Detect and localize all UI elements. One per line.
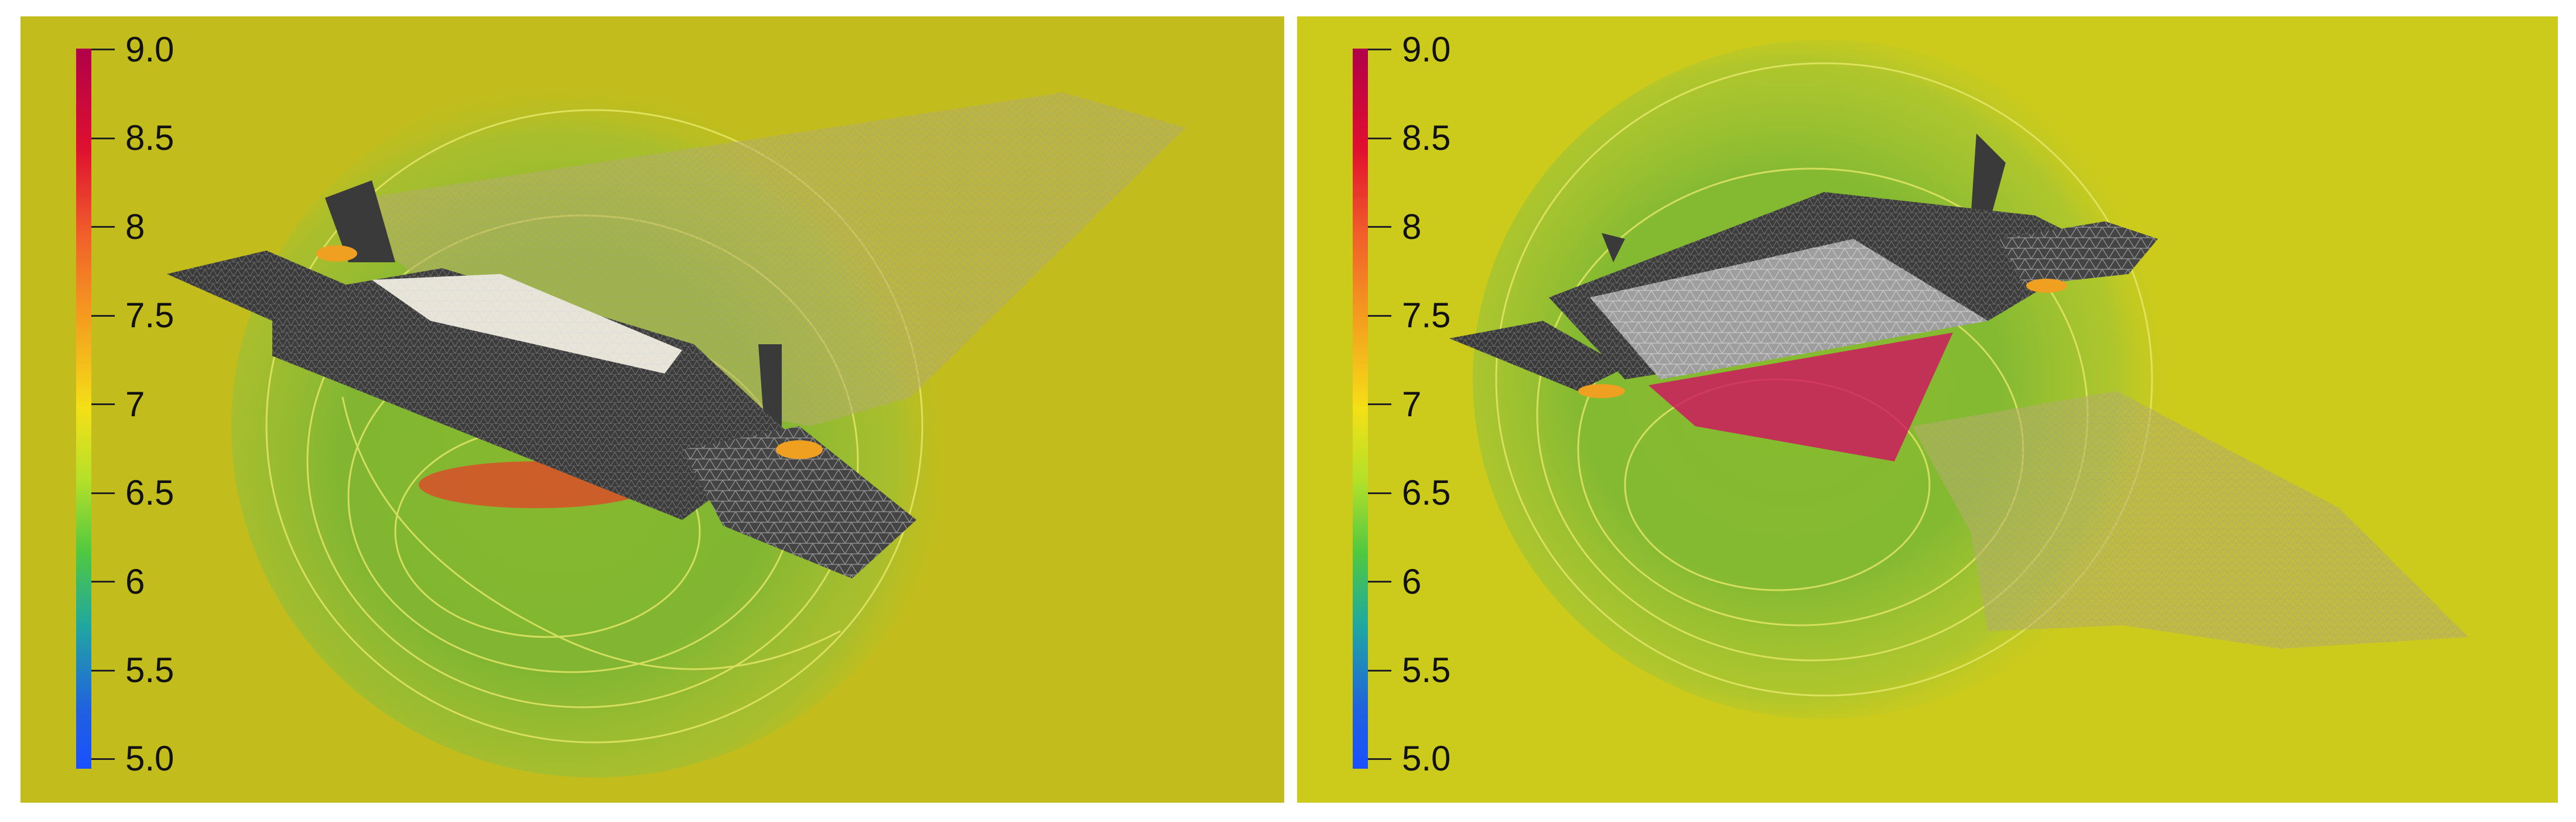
right-hot-region bbox=[1648, 333, 1953, 461]
left-colorbar-gradient bbox=[76, 49, 91, 769]
right-tick-label: 9.0 bbox=[1402, 30, 1451, 69]
right-colorbar-gradient bbox=[1353, 49, 1368, 769]
left-tick-label: 5.0 bbox=[125, 739, 175, 778]
right-tick-label: 8.5 bbox=[1402, 118, 1451, 157]
left-contours bbox=[265, 109, 923, 744]
left-fin-1 bbox=[325, 180, 395, 262]
left-scene bbox=[20, 16, 1284, 803]
right-tick-label: 7 bbox=[1402, 385, 1422, 424]
right-tick-label: 5.0 bbox=[1402, 739, 1451, 778]
left-tick-label: 8.5 bbox=[125, 118, 175, 157]
right-fin-2 bbox=[1602, 233, 1625, 262]
left-tick-label: 8 bbox=[125, 207, 145, 246]
right-scene bbox=[1297, 16, 2558, 803]
right-fin-1 bbox=[1971, 133, 2006, 227]
right-tick-label: 8 bbox=[1402, 207, 1422, 246]
right-colorbar: 9.0 8.5 8 7.5 7 6.5 6 5.5 5.0 bbox=[1353, 32, 1451, 776]
left-visualization-panel: 9.0 8.5 8 7.5 7 6.5 6 5.5 5.0 bbox=[20, 16, 1284, 803]
right-visualization-panel: 9.0 8.5 8 7.5 7 6.5 6 5.5 5.0 bbox=[1297, 16, 2558, 803]
left-tick-label: 6.5 bbox=[125, 473, 175, 512]
left-tick-label: 7 bbox=[125, 385, 145, 424]
left-tick-label: 9.0 bbox=[125, 30, 175, 69]
left-colorbar: 9.0 8.5 8 7.5 7 6.5 6 5.5 5.0 bbox=[76, 32, 174, 776]
right-tick-label: 6.5 bbox=[1402, 473, 1451, 512]
left-tick-label: 7.5 bbox=[125, 296, 175, 335]
right-tick-label: 6 bbox=[1402, 562, 1422, 601]
right-tick-label: 7.5 bbox=[1402, 296, 1451, 335]
left-fin-2 bbox=[758, 344, 782, 426]
right-contours bbox=[1495, 62, 2153, 697]
left-tick-label: 5.5 bbox=[125, 650, 175, 690]
left-tick-label: 6 bbox=[125, 562, 145, 601]
right-tick-label: 5.5 bbox=[1402, 650, 1451, 690]
